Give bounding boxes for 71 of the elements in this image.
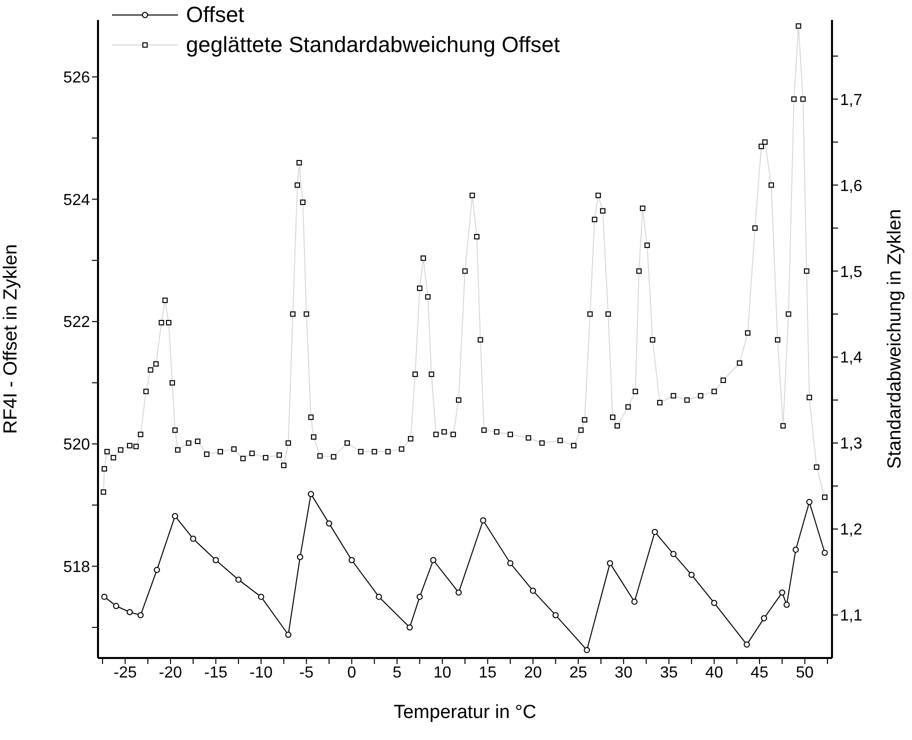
x-tick-label: 15	[478, 664, 497, 682]
point	[154, 566, 160, 574]
x-tick-label: -10	[250, 664, 273, 682]
point	[744, 641, 750, 648]
point	[137, 612, 144, 618]
point	[308, 490, 314, 498]
y2-tick-label: 1,4	[840, 350, 862, 367]
point	[126, 609, 133, 616]
point	[406, 624, 413, 631]
y2-tick-label: 1,5	[840, 264, 862, 281]
point	[101, 594, 108, 600]
x-tick-label: 25	[569, 664, 588, 682]
point	[552, 612, 559, 618]
x-tick-label: 30	[614, 664, 633, 682]
y2-tick-label: 1,2	[840, 522, 862, 539]
point	[172, 512, 178, 520]
point	[631, 598, 638, 605]
point	[326, 520, 332, 527]
point	[235, 576, 242, 583]
point	[792, 546, 799, 553]
y2-tick-label: 1,7	[840, 92, 862, 109]
point	[348, 557, 355, 564]
y-axis-title: RF4I - Offset in Zyklen	[0, 244, 22, 434]
point	[822, 550, 828, 556]
y-tick-label: 526	[63, 70, 90, 87]
point	[456, 589, 462, 596]
x-tick-label: 10	[433, 664, 452, 682]
point	[285, 632, 292, 638]
point	[779, 589, 786, 596]
point	[584, 646, 590, 654]
point	[190, 536, 196, 542]
point	[711, 600, 718, 606]
point	[652, 528, 658, 536]
x-tick-label: 45	[750, 664, 769, 682]
x-tick-label: -15	[204, 664, 228, 682]
point	[530, 588, 536, 594]
x-tick-label: 20	[524, 664, 542, 682]
point	[507, 560, 514, 566]
x-tick-label: -20	[158, 664, 182, 682]
y-tick-label: 524	[63, 192, 90, 209]
x-tick-label: 5	[392, 664, 402, 682]
point	[258, 594, 264, 600]
point	[430, 557, 436, 564]
point	[806, 498, 812, 506]
y-tick-label: 520	[63, 436, 90, 454]
x-tick-label: 0	[347, 664, 356, 682]
x-axis-title: Temperatur in °C	[394, 702, 536, 723]
legend-label: geglättete Standardabweichung Offset	[186, 31, 560, 59]
point	[296, 554, 304, 560]
point	[688, 572, 695, 578]
legend-label: Offset	[186, 1, 244, 29]
x-tick-label: 40	[705, 664, 724, 682]
point	[113, 602, 120, 610]
point	[376, 594, 382, 600]
point	[416, 594, 423, 600]
point	[606, 560, 614, 566]
point	[212, 557, 219, 564]
point	[480, 517, 486, 524]
y2-axis-title: Standardabweichung in Zyklen	[884, 209, 906, 469]
x-tick-label: -25	[114, 664, 137, 682]
point	[760, 615, 768, 622]
y2-tick-label: 1,1	[840, 608, 862, 625]
x-tick-label: -5	[299, 664, 314, 682]
x-tick-label: 35	[660, 664, 678, 682]
y-tick-label: 522	[63, 314, 90, 332]
y2-tick-label: 1,6	[840, 178, 862, 195]
point	[670, 550, 677, 558]
y-tick-label: 518	[63, 558, 90, 576]
y2-tick-label: 1,3	[840, 436, 862, 453]
point	[784, 602, 790, 608]
x-tick-label: 50	[796, 664, 814, 682]
